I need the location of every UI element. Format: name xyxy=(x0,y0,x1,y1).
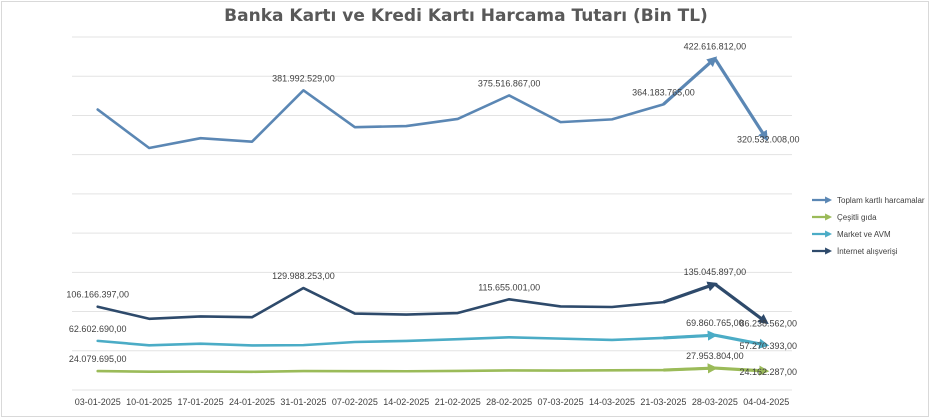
series-arrow xyxy=(714,333,770,349)
data-label: 27.953.804,00 xyxy=(686,351,744,361)
data-label: 364.183.765,00 xyxy=(632,87,695,97)
data-label: 320.532.008,00 xyxy=(737,135,800,145)
x-tick-label: 28-02-2025 xyxy=(486,397,532,407)
series-line xyxy=(96,282,717,321)
x-tick-label: 24-01-2025 xyxy=(229,397,275,407)
data-label: 62.602.690,00 xyxy=(69,324,127,334)
x-tick-label: 21-02-2025 xyxy=(435,397,481,407)
data-label: 24.079.695,00 xyxy=(69,354,127,364)
x-tick-label: 17-01-2025 xyxy=(178,397,224,407)
gridlines xyxy=(72,36,792,391)
data-label: 106.166.397,00 xyxy=(66,290,129,300)
series-3: 62.602.690,00 69.860.765,00 57.270.393,00 xyxy=(69,318,797,351)
series-arrow xyxy=(714,365,770,376)
series-line xyxy=(96,333,717,347)
x-tick-label: 03-01-2025 xyxy=(75,397,121,407)
series-arrow xyxy=(663,330,718,341)
series-line xyxy=(96,366,717,374)
legend: Toplam kartlı harcamalar Çeşitli gıda Mark… xyxy=(812,196,925,256)
data-label: 375.516.867,00 xyxy=(478,78,541,88)
legend-label: Çeşitli gıda xyxy=(837,213,877,222)
data-label: 129.988.253,00 xyxy=(272,271,335,281)
data-label: 135.045.897,00 xyxy=(684,267,747,277)
data-label: 24.162.287,00 xyxy=(740,367,798,377)
data-label: 69.860.765,00 xyxy=(686,318,744,328)
x-tick-label: 04-04-2025 xyxy=(743,397,789,407)
series-arrow xyxy=(713,57,768,142)
x-tick-label: 21-03-2025 xyxy=(640,397,686,407)
series-arrow xyxy=(662,281,718,304)
series-1: 381.992.529,00 375.516.867,00 364.183.765,… xyxy=(96,41,800,150)
series-arrow xyxy=(662,56,718,106)
series-line xyxy=(96,57,717,150)
legend-label: Toplam kartlı harcamalar xyxy=(837,196,925,205)
x-tick-label: 14-03-2025 xyxy=(589,397,635,407)
data-label: 422.616.812,00 xyxy=(684,41,747,51)
x-tick-label: 14-02-2025 xyxy=(383,397,429,407)
x-tick-label: 10-01-2025 xyxy=(126,397,172,407)
series-4: 106.166.397,00 129.988.253,00 115.655.001,… xyxy=(66,267,797,328)
x-tick-label: 28-03-2025 xyxy=(692,397,738,407)
data-label: 381.992.529,00 xyxy=(272,73,335,83)
data-label: 115.655.001,00 xyxy=(478,282,540,292)
series-arrow xyxy=(663,363,718,374)
x-tick-label: 07-03-2025 xyxy=(538,397,584,407)
legend-label: İnternet alışverişi xyxy=(837,247,898,256)
chart-title: Banka Kartı ve Kredi Kartı Harcama Tutar… xyxy=(224,6,708,26)
x-tick-label: 07-02-2025 xyxy=(332,397,378,407)
data-label: 86.238.562,00 xyxy=(740,318,798,328)
x-axis-ticks: 03-01-2025 10-01-2025 17-01-2025 24-01-2025… xyxy=(75,397,790,407)
series-arrow xyxy=(713,282,769,325)
x-tick-label: 31-01-2025 xyxy=(280,397,326,407)
series-2: 24.079.695,00 27.953.804,00 24.162.287,00 xyxy=(69,351,797,377)
data-label: 57.270.393,00 xyxy=(740,341,798,351)
legend-label: Market ve AVM xyxy=(837,230,891,239)
